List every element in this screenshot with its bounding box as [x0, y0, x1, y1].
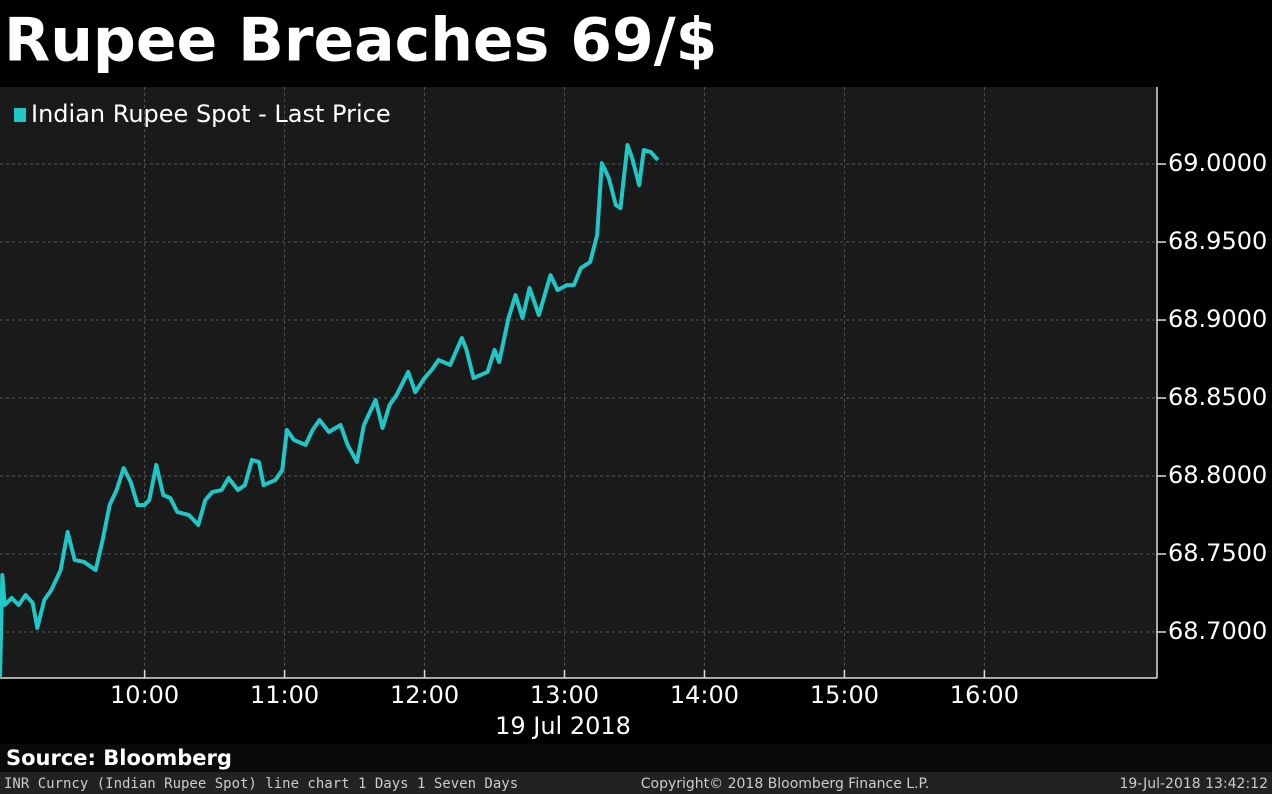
chart-title: Rupee Breaches 69/$	[4, 6, 717, 76]
source-bar	[0, 744, 1272, 772]
legend-swatch	[14, 108, 26, 122]
y-tick-label: 68.7000	[1168, 617, 1267, 645]
x-tick-label: 14:00	[670, 681, 739, 709]
data-line	[0, 143, 660, 679]
x-axis-label: 19 Jul 2018	[495, 712, 631, 740]
x-tick-label: 13:00	[530, 681, 599, 709]
x-tick-label: 12:00	[390, 681, 459, 709]
y-tick-label: 68.8500	[1168, 383, 1267, 411]
source: Source: Bloomberg	[6, 746, 232, 770]
y-tick-label: 68.9000	[1168, 305, 1267, 333]
footer-left: INR Curncy (Indian Rupee Spot) line char…	[4, 776, 518, 792]
plot-area	[0, 87, 1157, 678]
y-tick-label: 68.9500	[1168, 227, 1267, 255]
x-tick-label: 15:00	[810, 681, 879, 709]
footer-center: Copyright© 2018 Bloomberg Finance L.P.	[641, 776, 930, 792]
x-tick-label: 10:00	[110, 681, 179, 709]
footer-bar	[0, 772, 1272, 794]
y-tick-label: 68.7500	[1168, 539, 1267, 567]
x-tick-label: 11:00	[250, 681, 319, 709]
legend-label: Indian Rupee Spot - Last Price	[31, 100, 391, 128]
x-tick-label: 16:00	[950, 681, 1019, 709]
y-tick-label: 68.8000	[1168, 461, 1267, 489]
footer-right: 19-Jul-2018 13:42:12	[1119, 776, 1268, 792]
y-tick-label: 69.0000	[1168, 149, 1267, 177]
